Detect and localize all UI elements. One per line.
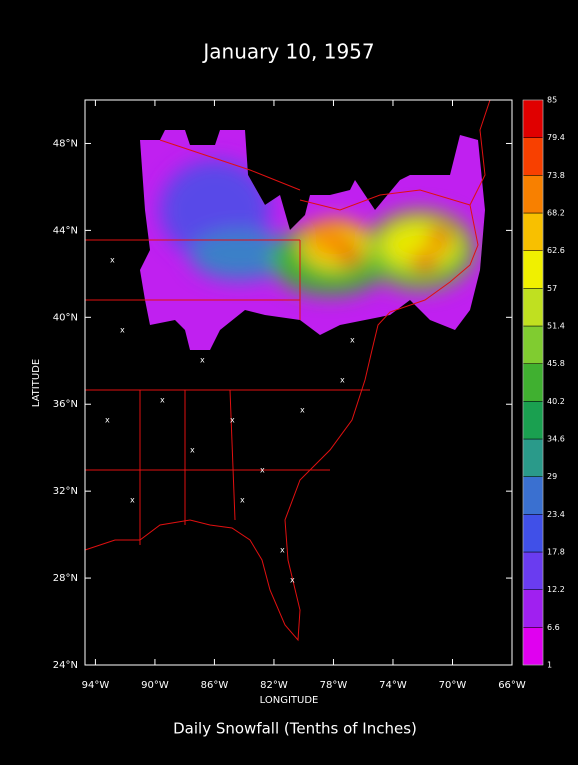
colorbar-box [522,137,544,176]
y-tick-label: 44°N [53,225,78,236]
svg-text:x: x [190,446,195,455]
y-tick-label: 40°N [53,312,78,323]
colorbar-box [522,514,544,553]
x-tick-label: 94°W [82,680,110,691]
map-title: January 10, 1957 [201,40,374,64]
colorbar-label: 17.8 [547,548,565,557]
colorbar-label: 79.4 [547,133,565,142]
svg-text:x: x [110,256,115,265]
colorbar-box [522,363,544,402]
x-tick-label: 86°W [201,680,229,691]
colorbar-frame [522,99,544,666]
colorbar-box [522,99,544,138]
colorbar-label: 57 [547,284,557,293]
colorbar-label: 85 [547,96,557,105]
x-tick-label: 90°W [141,680,169,691]
y-tick-label: 48°N [53,138,78,149]
caption: Daily Snowfall (Tenths of Inches) [173,720,417,738]
colorbar-box [522,212,544,251]
colorbar-box [522,175,544,214]
svg-text:x: x [230,416,235,425]
y-tick-label: 36°N [53,399,78,410]
colorbar-box [522,551,544,590]
svg-text:x: x [105,416,110,425]
colorbar-label: 68.2 [547,209,565,218]
y-tick-label: 24°N [53,660,78,671]
svg-text:x: x [300,406,305,415]
y-axis-label: LATITUDE [31,359,42,407]
colorbar-box [522,250,544,289]
y-tick-label: 28°N [53,573,78,584]
colorbar-box [522,288,544,327]
colorbar-label: 23.4 [547,510,565,519]
x-axis-label: LONGITUDE [260,695,319,706]
x-tick-label: 74°W [379,680,407,691]
svg-text:x: x [340,376,345,385]
colorbar-label: 34.6 [547,435,565,444]
y-tick-label: 32°N [53,486,78,497]
svg-text:x: x [260,466,265,475]
svg-text:x: x [240,496,245,505]
coastline-and-borders [84,99,491,642]
svg-text:x: x [160,396,165,405]
colorbar-label: 40.2 [547,397,565,406]
colorbar-label: 1 [547,661,552,670]
svg-text:x: x [120,326,125,335]
colorbar-box [522,476,544,515]
svg-text:x: x [280,546,285,555]
colorbar-label: 73.8 [547,171,565,180]
svg-text:x: x [350,336,355,345]
svg-text:x: x [290,576,295,585]
colorbar-label: 12.2 [547,585,565,594]
x-tick-label: 66°W [498,680,526,691]
station-markers: x x x x x x x x x x x x x x x [105,256,355,585]
colorbar-label: 45.8 [547,359,565,368]
colorbar-box [522,401,544,440]
colorbar-label: 51.4 [547,322,565,331]
colorbar-label: 29 [547,472,557,481]
colorbar-box [522,438,544,477]
colorbar-box [522,627,544,666]
x-tick-label: 82°W [260,680,288,691]
x-tick-label: 78°W [320,680,348,691]
colorbar-box [522,589,544,628]
colorbar-label: 6.6 [547,623,560,632]
x-tick-label: 70°W [439,680,467,691]
map-frame [84,99,513,666]
colorbar-label: 62.6 [547,246,565,255]
colorbar-box [522,325,544,364]
svg-text:x: x [200,356,205,365]
svg-text:x: x [130,496,135,505]
